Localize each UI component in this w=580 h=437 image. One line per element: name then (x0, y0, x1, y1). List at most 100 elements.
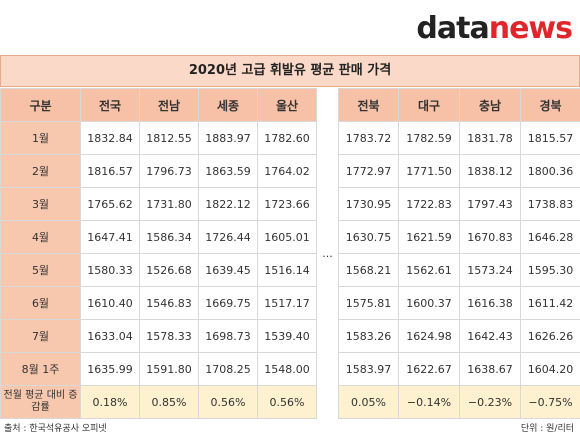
row-header: 2월 (0, 154, 81, 188)
value-cell: 1642.43 (459, 319, 521, 353)
value-cell: 1605.01 (257, 220, 317, 254)
value-cell: 1622.67 (398, 352, 460, 386)
header-cell: 경북 (520, 88, 580, 122)
value-cell: −0.75% (520, 385, 580, 419)
row-header: 6월 (0, 286, 81, 320)
value-cell: 1638.67 (459, 352, 521, 386)
value-cell: 1595.30 (520, 253, 580, 287)
value-cell: 1708.25 (198, 352, 258, 386)
value-cell: 0.18% (80, 385, 140, 419)
value-cell: 1723.66 (257, 187, 317, 221)
value-cell: 1730.95 (338, 187, 399, 221)
value-cell: 1646.28 (520, 220, 580, 254)
value-cell: 1624.98 (398, 319, 460, 353)
price-table: 구분 전국 전남 세종 울산... 전북 대구 충남 경북 1월 1832.84 1812.55 188… (0, 88, 580, 419)
value-cell: 1616.38 (459, 286, 521, 320)
value-cell: 1626.26 (520, 319, 580, 353)
value-cell: 1562.61 (398, 253, 460, 287)
value-cell: 1783.72 (338, 121, 399, 155)
table-row: 5월 1580.33 1526.68 1639.45 1516.14 1568.21 156… (0, 253, 580, 287)
logo-part: news (488, 11, 573, 46)
row-header: 4월 (0, 220, 81, 254)
value-cell: 1611.42 (520, 286, 580, 320)
value-cell: 1635.99 (80, 352, 140, 386)
value-cell: 1722.83 (398, 187, 460, 221)
value-cell: 0.56% (198, 385, 258, 419)
value-cell: 1726.44 (198, 220, 258, 254)
table-row: 전월 평균 대비 증감률 0.18% 0.85% 0.56% 0.56% 0.05% −0.… (0, 385, 580, 419)
value-cell: −0.14% (398, 385, 460, 419)
row-header: 5월 (0, 253, 81, 287)
value-cell: 1630.75 (338, 220, 399, 254)
value-cell: 1822.12 (198, 187, 258, 221)
value-cell: 1698.73 (198, 319, 258, 353)
value-cell: 1771.50 (398, 154, 460, 188)
unit-note: 단위 : 원/리터 (520, 424, 574, 434)
table-row: 8월 1주 1635.99 1591.80 1708.25 1548.00 1583.97… (0, 352, 580, 386)
value-cell: 1670.83 (459, 220, 521, 254)
value-cell: 1583.97 (338, 352, 399, 386)
value-cell: 1669.75 (198, 286, 258, 320)
value-cell: 1815.57 (520, 121, 580, 155)
table-row: 1월 1832.84 1812.55 1883.97 1782.60 1783.72 178… (0, 121, 580, 155)
value-cell: 1580.33 (80, 253, 140, 287)
value-cell: 1578.33 (139, 319, 199, 353)
value-cell: 1583.26 (338, 319, 399, 353)
table-row: 구분 전국 전남 세종 울산... 전북 대구 충남 경북 (0, 88, 580, 419)
source-note: 출처 : 한국석유공사 오피넷 (4, 424, 107, 434)
table-title: 2020년 고급 휘발유 평균 판매 가격 (0, 55, 580, 87)
value-cell: 0.05% (338, 385, 399, 419)
value-cell: 1639.45 (198, 253, 258, 287)
value-cell: 1764.02 (257, 154, 317, 188)
header-cell: 전국 (80, 88, 140, 122)
value-cell: 1782.59 (398, 121, 460, 155)
value-cell: 1586.34 (139, 220, 199, 254)
header-cell: 울산 (257, 88, 317, 122)
value-cell: 1831.78 (459, 121, 521, 155)
logo: datanews (416, 11, 573, 46)
value-cell: 1731.80 (139, 187, 199, 221)
value-cell: 1516.14 (257, 253, 317, 287)
row-header: 3월 (0, 187, 81, 221)
value-cell: 1600.37 (398, 286, 460, 320)
table-row: 2월 1816.57 1796.73 1863.59 1764.02 1772.97 177… (0, 154, 580, 188)
header-cell: 전북 (338, 88, 399, 122)
row-header: 8월 1주 (0, 352, 81, 386)
gap-cell: ... (316, 88, 339, 419)
value-cell: 1517.17 (257, 286, 317, 320)
table-row: 6월 1610.40 1546.83 1669.75 1517.17 1575.81 160… (0, 286, 580, 320)
value-cell: 1863.59 (198, 154, 258, 188)
header-cell: 세종 (198, 88, 258, 122)
value-cell: 1883.97 (198, 121, 258, 155)
value-cell: 1591.80 (139, 352, 199, 386)
header-cell: 구분 (0, 88, 81, 122)
value-cell: 1621.59 (398, 220, 460, 254)
value-cell: 1800.36 (520, 154, 580, 188)
header-cell: 대구 (398, 88, 460, 122)
value-cell: 1796.73 (139, 154, 199, 188)
value-cell: 1526.68 (139, 253, 199, 287)
value-cell: 1782.60 (257, 121, 317, 155)
value-cell: 1539.40 (257, 319, 317, 353)
value-cell: 1812.55 (139, 121, 199, 155)
row-header: 7월 (0, 319, 81, 353)
value-cell: 1568.21 (338, 253, 399, 287)
value-cell: 1797.43 (459, 187, 521, 221)
value-cell: 1546.83 (139, 286, 199, 320)
value-cell: 1816.57 (80, 154, 140, 188)
value-cell: 1647.41 (80, 220, 140, 254)
value-cell: 1772.97 (338, 154, 399, 188)
value-cell: 1575.81 (338, 286, 399, 320)
value-cell: 1832.84 (80, 121, 140, 155)
row-header: 1월 (0, 121, 81, 155)
table-row: 4월 1647.41 1586.34 1726.44 1605.01 1630.75 162… (0, 220, 580, 254)
value-cell: 1838.12 (459, 154, 521, 188)
value-cell: 1765.62 (80, 187, 140, 221)
value-cell: 1548.00 (257, 352, 317, 386)
value-cell: −0.23% (459, 385, 521, 419)
header-cell: 충남 (459, 88, 521, 122)
value-cell: 1573.24 (459, 253, 521, 287)
value-cell: 1633.04 (80, 319, 140, 353)
row-header: 전월 평균 대비 증감률 (0, 385, 81, 419)
